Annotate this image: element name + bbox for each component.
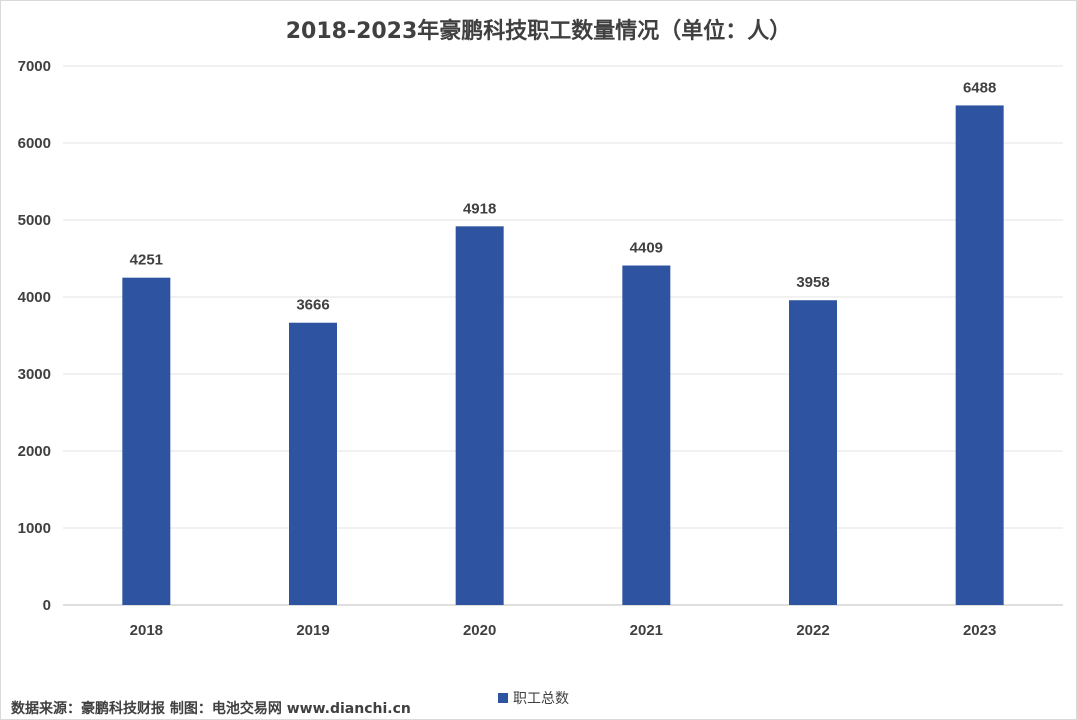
bar xyxy=(455,226,504,605)
chart-title: 2018-2023年豪鹏科技职工数量情况（单位：人） xyxy=(285,19,792,44)
bar xyxy=(289,322,337,605)
data-label: 3958 xyxy=(796,274,829,291)
bar xyxy=(789,300,837,605)
legend-swatch xyxy=(498,693,508,703)
data-label: 4409 xyxy=(630,240,663,257)
x-tick-label: 2019 xyxy=(296,622,329,639)
y-tick-label: 0 xyxy=(43,597,51,614)
data-label: 4918 xyxy=(463,200,496,217)
data-label: 4251 xyxy=(130,252,163,269)
bar xyxy=(622,265,671,605)
bar xyxy=(955,105,1004,605)
data-label: 3666 xyxy=(296,297,329,314)
data-label: 6488 xyxy=(963,79,996,96)
x-tick-label: 2021 xyxy=(630,622,663,639)
x-tick-label: 2022 xyxy=(796,622,829,639)
legend-label: 职工总数 xyxy=(513,691,569,707)
y-tick-label: 6000 xyxy=(18,135,51,152)
y-tick-label: 3000 xyxy=(18,366,51,383)
x-tick-label: 2023 xyxy=(963,622,996,639)
y-tick-label: 2000 xyxy=(18,443,51,460)
x-tick-label: 2018 xyxy=(130,622,163,639)
y-tick-label: 4000 xyxy=(18,289,51,306)
y-tick-label: 7000 xyxy=(18,58,51,75)
legend: 职工总数 xyxy=(498,688,569,708)
y-tick-label: 5000 xyxy=(18,212,51,229)
y-tick-label: 1000 xyxy=(18,520,51,537)
source-note: 数据来源：豪鹏科技财报 制图：电池交易网 www.dianchi.cn xyxy=(11,701,411,717)
x-tick-label: 2020 xyxy=(463,622,496,639)
bar xyxy=(122,277,171,605)
